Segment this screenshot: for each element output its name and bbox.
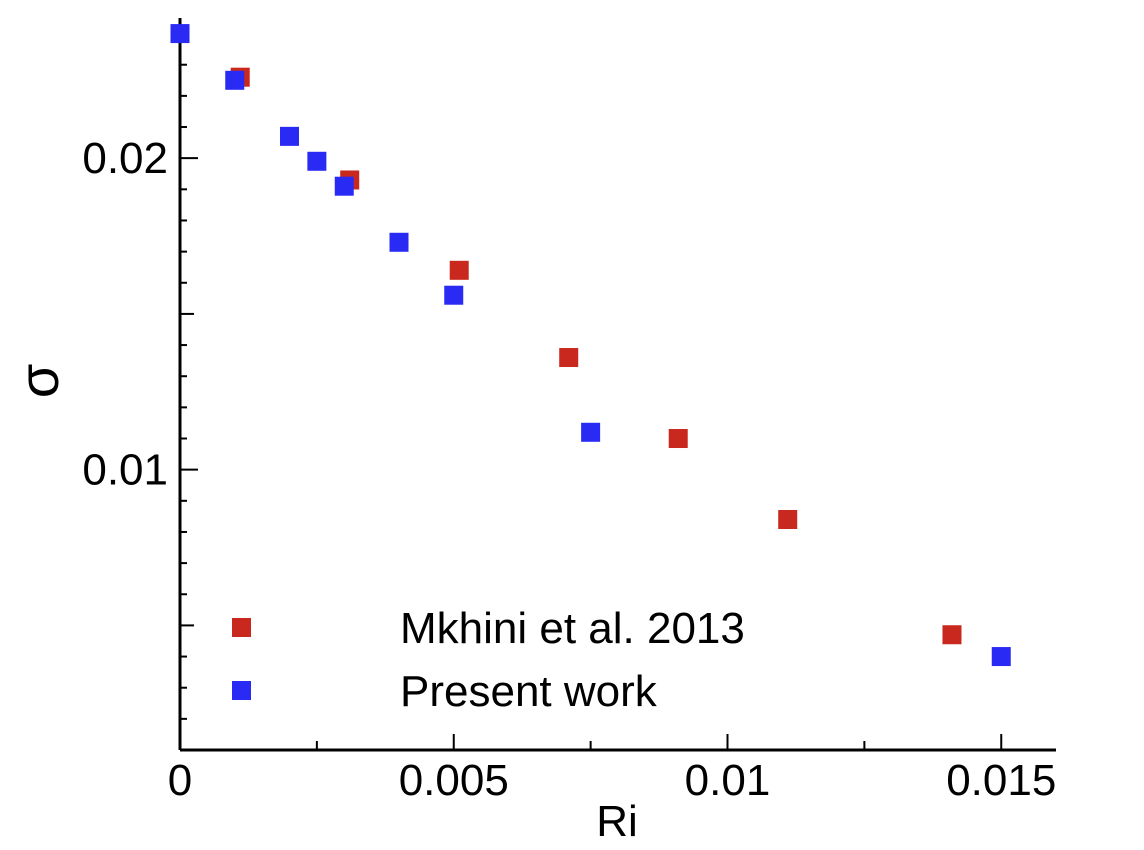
axes bbox=[178, 18, 1056, 752]
ticks bbox=[179, 32, 1003, 750]
y-tick-label: 0.01 bbox=[82, 446, 168, 495]
present-work-data-point bbox=[225, 70, 245, 90]
mkhini-data-point bbox=[668, 429, 688, 449]
data-points bbox=[170, 24, 1011, 667]
x-tick-label: 0 bbox=[168, 756, 192, 805]
mkhini-data-point bbox=[778, 509, 798, 529]
x-axis-title: Ri bbox=[596, 797, 638, 846]
legend-label-mkhini: Mkhini et al. 2013 bbox=[400, 604, 745, 653]
y-tick-label: 0.02 bbox=[82, 134, 168, 183]
legend: Mkhini et al. 2013 Present work bbox=[232, 604, 745, 716]
legend-marker-present bbox=[232, 681, 251, 700]
present-work-data-point bbox=[581, 422, 601, 442]
x-tick-label: 0.015 bbox=[946, 756, 1056, 805]
legend-label-present: Present work bbox=[400, 667, 658, 716]
present-work-data-point bbox=[991, 647, 1011, 667]
mkhini-data-point bbox=[559, 348, 579, 368]
x-tick-label: 0.005 bbox=[399, 756, 509, 805]
present-work-data-point bbox=[334, 176, 354, 196]
mkhini-data-point bbox=[942, 625, 962, 645]
present-work-data-point bbox=[444, 285, 464, 305]
present-work-data-point bbox=[389, 232, 409, 252]
present-work-data-point bbox=[170, 24, 190, 44]
mkhini-data-point bbox=[449, 260, 469, 280]
present-work-data-point bbox=[280, 126, 299, 146]
tick-labels: 0 0.005 0.01 0.015 0.01 0.02 bbox=[82, 134, 1056, 805]
legend-marker-mkhini bbox=[232, 618, 251, 637]
present-work-data-point bbox=[307, 151, 327, 171]
y-axis-title: σ bbox=[7, 364, 70, 399]
x-tick-label: 0.01 bbox=[685, 756, 771, 805]
